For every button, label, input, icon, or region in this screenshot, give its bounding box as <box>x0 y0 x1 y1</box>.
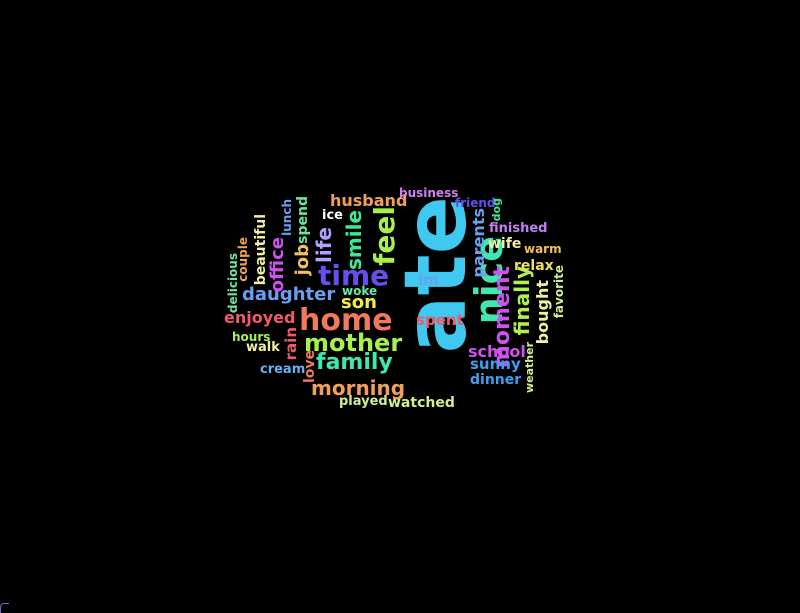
word-spent: spent <box>416 311 464 329</box>
word-favorite: favorite <box>552 265 566 319</box>
word-finished: finished <box>489 221 548 236</box>
word-husband: husband <box>330 191 408 210</box>
word-wife: wife <box>488 236 522 252</box>
word-parents: parents <box>469 208 488 278</box>
word-walk: walk <box>246 340 280 355</box>
word-watched: watched <box>388 395 455 411</box>
word-finally: finally <box>510 266 534 336</box>
word-woke: woke <box>342 284 378 298</box>
word-daughter: daughter <box>242 284 336 305</box>
word-lunch: lunch <box>280 199 294 236</box>
word-love: love <box>302 350 318 384</box>
word-ice: ice <box>322 208 343 223</box>
word-played: played <box>339 394 388 409</box>
word-office: office <box>267 237 288 293</box>
word-family: family <box>316 350 393 375</box>
corner-bracket <box>0 603 9 613</box>
word-life: life <box>312 227 336 263</box>
word-cream: cream <box>260 362 306 377</box>
word-bought: bought <box>533 280 552 345</box>
word-beautiful: beautiful <box>253 214 269 286</box>
word-home: home <box>299 303 393 338</box>
word-mother: mother <box>304 329 403 357</box>
word-dinner: dinner <box>470 372 522 388</box>
word-weather: weather <box>523 342 536 394</box>
word-warm: warm <box>524 242 562 256</box>
word-school: school <box>468 342 526 361</box>
word-dog: dog <box>490 198 503 222</box>
word-morning: morning <box>311 376 406 400</box>
word-enjoyed: enjoyed <box>224 308 296 327</box>
word-spend: spend <box>295 196 311 244</box>
word-delicious: delicious <box>226 253 240 314</box>
word-job: job <box>292 244 313 276</box>
word-feel: feel <box>368 206 401 266</box>
word-son: son <box>341 292 377 313</box>
word-friend: friend <box>455 196 496 210</box>
word-time: time <box>318 259 390 292</box>
word-relax: relax <box>514 258 554 274</box>
word-hours: hours <box>232 330 271 344</box>
word-business: business <box>399 186 459 200</box>
word-im: im <box>418 271 439 289</box>
word-sunny: sunny <box>470 355 521 373</box>
word-rain: rain <box>282 327 300 361</box>
word-smile: smile <box>342 210 366 271</box>
